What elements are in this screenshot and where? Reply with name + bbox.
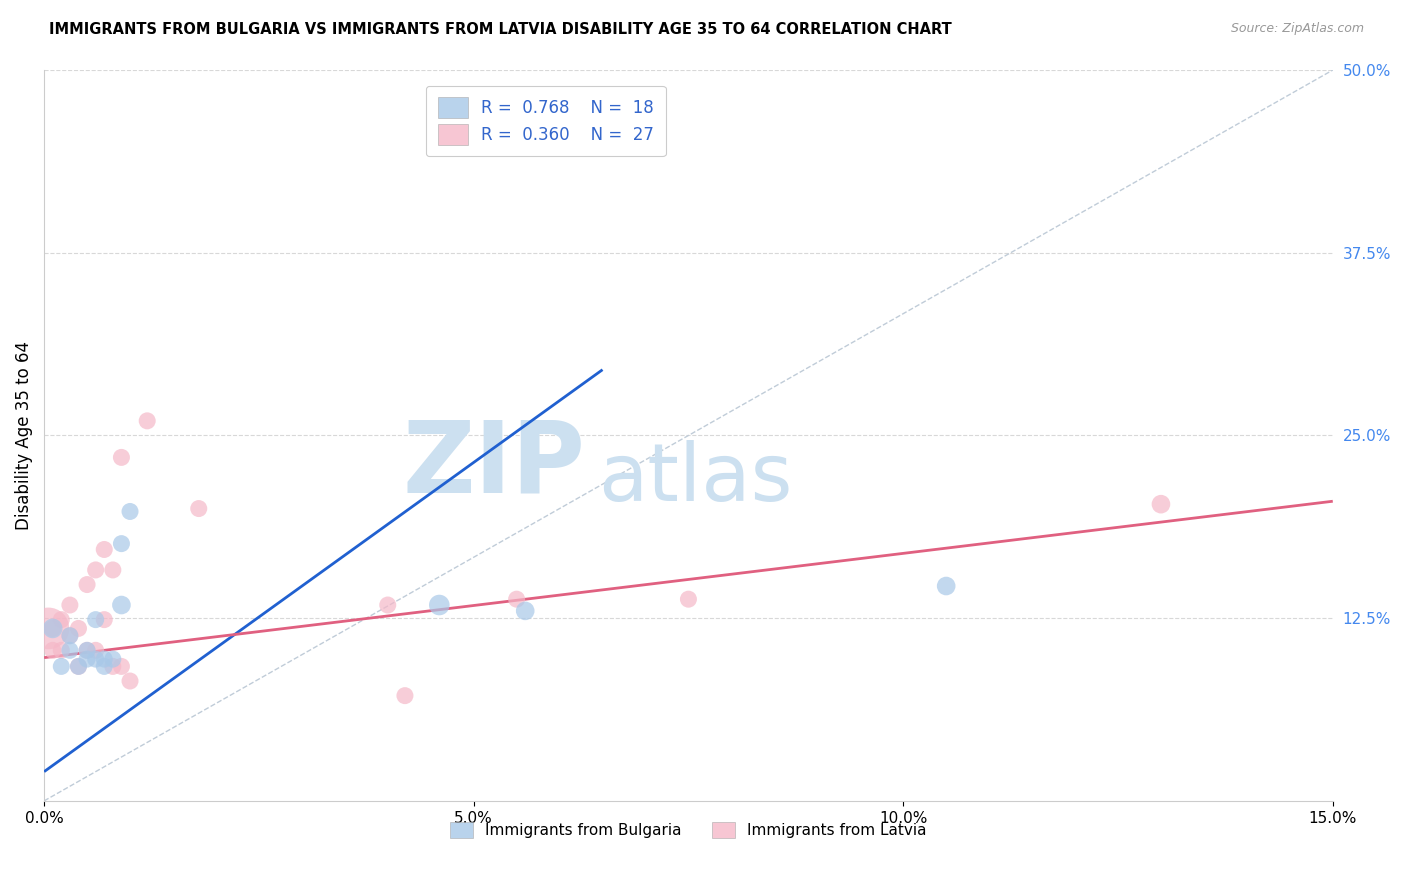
Text: Source: ZipAtlas.com: Source: ZipAtlas.com — [1230, 22, 1364, 36]
Point — [101, 659, 124, 673]
Point — [84, 652, 107, 666]
Point — [67, 621, 90, 635]
Point — [41, 643, 63, 657]
Point — [51, 643, 73, 657]
Point — [59, 598, 82, 612]
Point — [41, 621, 63, 635]
Point — [110, 598, 132, 612]
Point — [76, 643, 98, 657]
Point — [93, 542, 115, 557]
Point — [67, 659, 90, 673]
Point — [110, 536, 132, 550]
Point — [93, 613, 115, 627]
Point — [59, 643, 82, 657]
Point — [427, 598, 450, 612]
Point — [110, 659, 132, 673]
Point — [505, 592, 527, 607]
Point — [118, 673, 141, 688]
Point — [67, 659, 90, 673]
Point — [118, 504, 141, 518]
Point — [51, 659, 73, 673]
Point — [678, 592, 700, 607]
Point — [59, 629, 82, 643]
Point — [37, 621, 59, 635]
Text: ZIP: ZIP — [402, 417, 585, 513]
Point — [110, 450, 132, 465]
Point — [76, 643, 98, 657]
Legend: Immigrants from Bulgaria, Immigrants from Latvia: Immigrants from Bulgaria, Immigrants fro… — [444, 816, 934, 845]
Point — [93, 652, 115, 666]
Point — [93, 659, 115, 673]
Point — [394, 689, 416, 703]
Point — [101, 652, 124, 666]
Point — [51, 613, 73, 627]
Text: IMMIGRANTS FROM BULGARIA VS IMMIGRANTS FROM LATVIA DISABILITY AGE 35 TO 64 CORRE: IMMIGRANTS FROM BULGARIA VS IMMIGRANTS F… — [49, 22, 952, 37]
Point — [377, 598, 399, 612]
Point — [136, 414, 159, 428]
Point — [76, 577, 98, 591]
Y-axis label: Disability Age 35 to 64: Disability Age 35 to 64 — [15, 341, 32, 530]
Point — [84, 643, 107, 657]
Point — [84, 613, 107, 627]
Text: atlas: atlas — [598, 441, 793, 518]
Point — [76, 652, 98, 666]
Point — [41, 621, 63, 635]
Point — [515, 604, 537, 618]
Point — [935, 579, 957, 593]
Point — [101, 563, 124, 577]
Point — [59, 629, 82, 643]
Point — [187, 501, 209, 516]
Point — [1150, 497, 1173, 511]
Point — [84, 563, 107, 577]
